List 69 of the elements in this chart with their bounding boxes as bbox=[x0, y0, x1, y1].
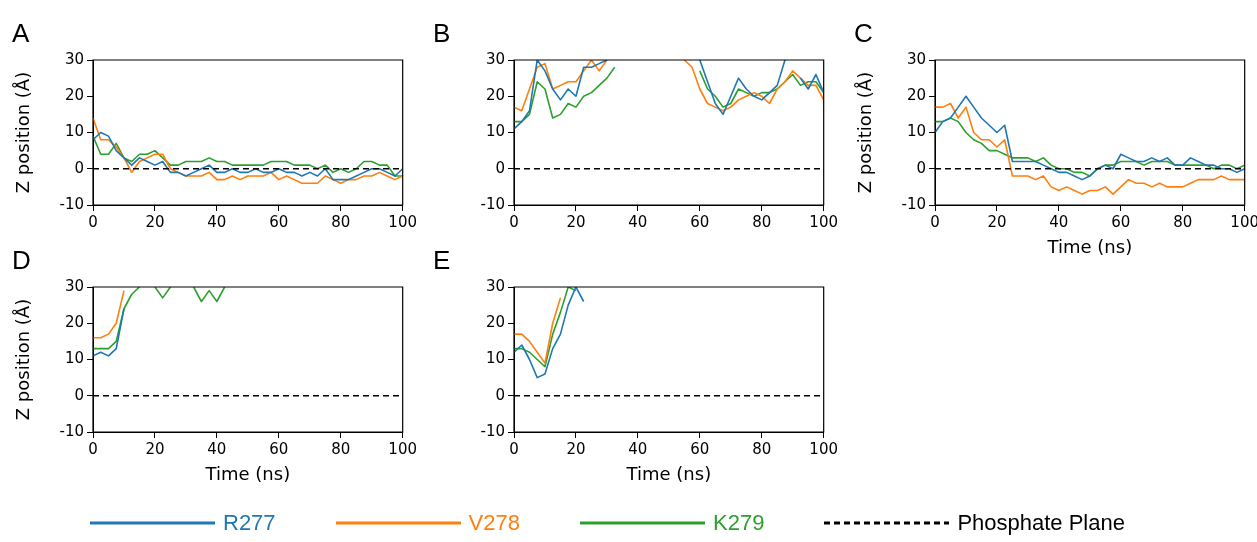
x-axis-title: Time (ns) bbox=[204, 462, 291, 484]
x-tick-label: 20 bbox=[566, 212, 586, 231]
ref-line-label: Phosphate Plane bbox=[957, 510, 1125, 536]
x-tick-label: 60 bbox=[690, 439, 710, 458]
x-tick-label: 40 bbox=[207, 439, 227, 458]
text: V278 bbox=[468, 510, 520, 536]
y-tick-label: 20 bbox=[485, 86, 505, 105]
x-tick-label: 20 bbox=[145, 439, 165, 458]
x-tick-label: 0 bbox=[88, 439, 98, 458]
x-tick-label: 100 bbox=[809, 439, 839, 458]
x-tick-label: 100 bbox=[388, 212, 418, 231]
x-tick-label: 80 bbox=[331, 212, 351, 231]
x-tick-label: 60 bbox=[269, 212, 289, 231]
y-tick-label: 20 bbox=[906, 86, 926, 105]
y-tick-label: 10 bbox=[485, 122, 505, 141]
x-axis-title: Time (ns) bbox=[1046, 235, 1133, 257]
x-tick-label: 20 bbox=[566, 439, 586, 458]
x-tick-label: 60 bbox=[269, 439, 289, 458]
y-tick-label: 30 bbox=[64, 49, 84, 68]
y-axis-title: Z position (Å) bbox=[854, 71, 876, 194]
y-tick-label: -10 bbox=[480, 194, 505, 213]
chart-title: B bbox=[433, 18, 451, 49]
y-tick-label: 10 bbox=[485, 349, 505, 368]
y-tick-label: -10 bbox=[59, 421, 84, 440]
text: K279 bbox=[712, 510, 765, 536]
x-tick-label: 20 bbox=[987, 212, 1007, 231]
x-tick-label: 100 bbox=[388, 439, 418, 458]
y-tick-label: 20 bbox=[64, 86, 84, 105]
x-tick-label: 80 bbox=[331, 439, 351, 458]
x-tick-label: 0 bbox=[88, 212, 98, 231]
chart-title: A bbox=[12, 18, 30, 49]
y-tick-label: 10 bbox=[906, 122, 926, 141]
chart-title: C bbox=[854, 18, 873, 49]
y-tick-label: 10 bbox=[64, 349, 84, 368]
x-tick-label: 60 bbox=[690, 212, 710, 231]
y-tick-label: -10 bbox=[480, 421, 505, 440]
x-tick-label: 40 bbox=[1049, 212, 1069, 231]
y-tick-label: 0 bbox=[74, 158, 84, 177]
y-tick-label: 20 bbox=[485, 313, 505, 332]
text: R277 bbox=[223, 510, 276, 536]
y-tick-label: 30 bbox=[64, 276, 84, 295]
y-tick-label: 10 bbox=[64, 122, 84, 141]
y-tick-label: 30 bbox=[906, 49, 926, 68]
y-axis-title: Z position (Å) bbox=[12, 298, 34, 421]
y-tick-label: 0 bbox=[495, 385, 505, 404]
x-tick-label: 0 bbox=[509, 439, 519, 458]
x-tick-label: 40 bbox=[207, 212, 227, 231]
chart-title: E bbox=[433, 245, 451, 276]
y-tick-label: 0 bbox=[916, 158, 926, 177]
x-tick-label: 80 bbox=[752, 439, 772, 458]
y-tick-label: 30 bbox=[485, 49, 505, 68]
y-tick-label: 0 bbox=[495, 158, 505, 177]
x-tick-label: 80 bbox=[752, 212, 772, 231]
y-tick-label: 0 bbox=[74, 385, 84, 404]
y-axis-title: Z position (Å) bbox=[12, 71, 34, 194]
x-tick-label: 40 bbox=[628, 439, 648, 458]
x-tick-label: 40 bbox=[628, 212, 648, 231]
chart-title: D bbox=[12, 245, 31, 276]
x-tick-label: 100 bbox=[809, 212, 839, 231]
x-axis-title: Time (ns) bbox=[625, 462, 712, 484]
y-tick-label: 20 bbox=[64, 313, 84, 332]
y-tick-label: -10 bbox=[59, 194, 84, 213]
x-tick-label: 80 bbox=[1173, 212, 1193, 231]
x-tick-label: 0 bbox=[930, 212, 940, 231]
x-tick-label: 60 bbox=[1111, 212, 1131, 231]
x-tick-label: 0 bbox=[509, 212, 519, 231]
y-tick-label: -10 bbox=[901, 194, 926, 213]
x-tick-label: 20 bbox=[145, 212, 165, 231]
y-tick-label: 30 bbox=[485, 276, 505, 295]
